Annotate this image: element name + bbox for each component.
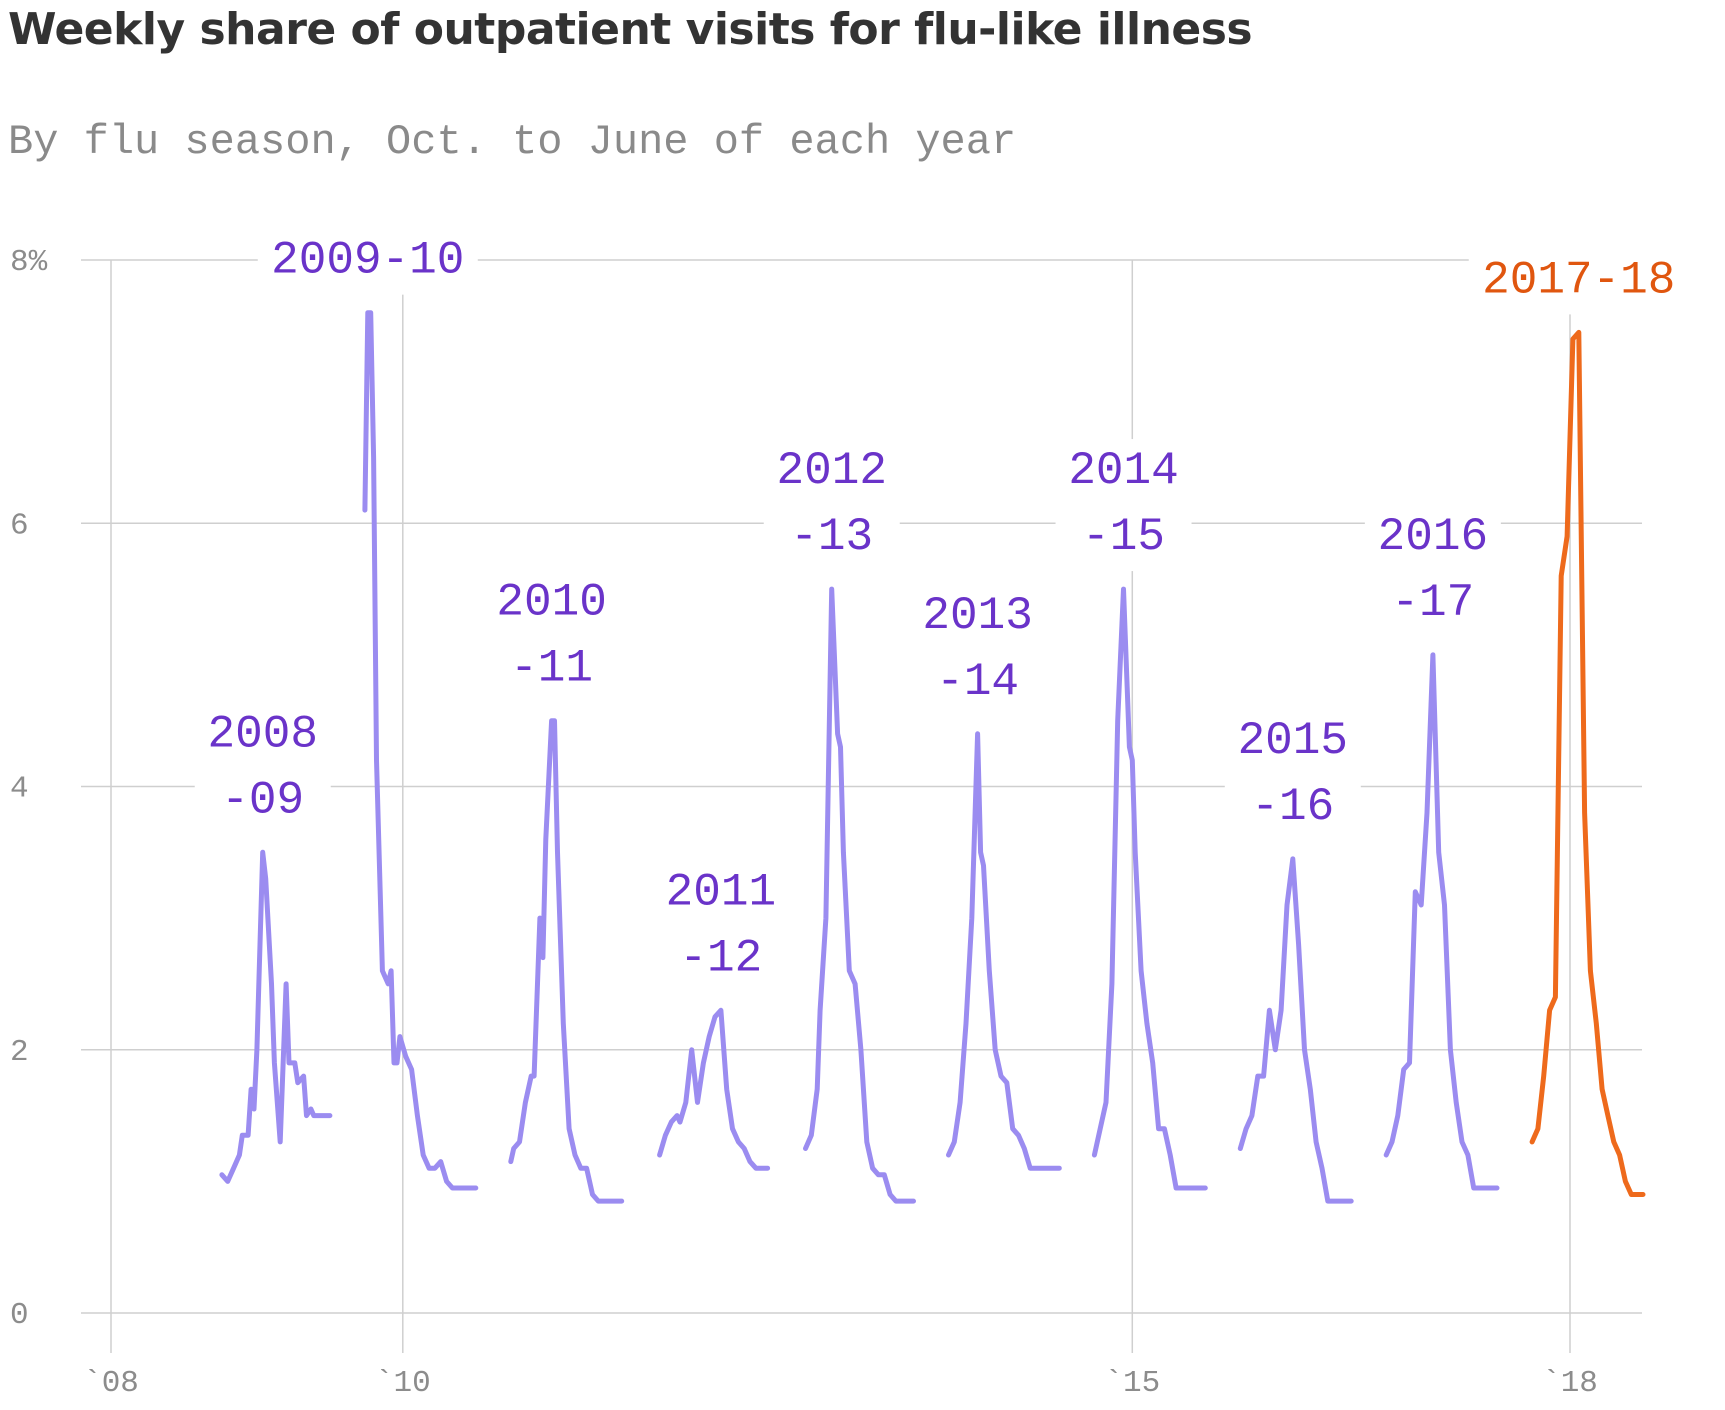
label-background — [1364, 504, 1501, 637]
season-labels: 2008-092009-102010-112011-122012-132013-… — [194, 228, 1689, 993]
series-lines — [219, 310, 1646, 1204]
series-line-2011-12 — [657, 1007, 771, 1171]
season-label-2011-12: -12 — [679, 932, 762, 984]
season-label-2008-09: 2008 — [208, 708, 318, 760]
y-tick-label: 0 — [10, 1298, 29, 1333]
season-label-2010-11: 2010 — [496, 577, 606, 629]
season-label-2008-09: -09 — [221, 774, 304, 826]
axes: 0 2 4 6 8% `08 `10 `15 `18 — [10, 245, 1598, 1401]
x-tick-label: `10 — [375, 1366, 431, 1401]
chart-title: Weekly share of outpatient visits for fl… — [8, 4, 1253, 55]
label-background — [763, 439, 900, 572]
y-tick-label: 2 — [10, 1035, 29, 1070]
series-line-2017-18 — [1529, 329, 1646, 1197]
chart-subtitle: By flu season, Oct. to June of each year — [8, 118, 1017, 166]
y-tick-label: 6 — [10, 508, 29, 543]
x-tick-label: `15 — [1104, 1366, 1160, 1401]
season-label-2012-13: 2012 — [777, 445, 887, 497]
y-tick-label: 8% — [10, 245, 48, 280]
season-label-2012-13: -13 — [790, 511, 873, 563]
series-line-2013-14 — [946, 731, 1062, 1171]
series-line-2012-13 — [803, 586, 916, 1204]
series-line-2009-10 — [362, 310, 479, 1191]
season-label-2014-15: 2014 — [1068, 445, 1178, 497]
label-background — [483, 570, 620, 703]
series-line-2014-15 — [1091, 586, 1208, 1191]
season-label-2016-17: 2016 — [1378, 511, 1488, 563]
x-tick-label: `18 — [1542, 1366, 1598, 1401]
season-label-2013-14: 2013 — [922, 590, 1032, 642]
x-tick-label: `08 — [83, 1366, 139, 1401]
season-label-2016-17: -17 — [1391, 577, 1474, 629]
season-label-2017-18: 2017-18 — [1482, 254, 1675, 306]
series-line-2015-16 — [1237, 856, 1354, 1204]
label-background — [1224, 708, 1361, 841]
label-background — [1468, 248, 1689, 315]
series-line-2008-09 — [219, 849, 333, 1184]
season-label-2015-16: -16 — [1251, 781, 1334, 833]
season-label-2010-11: -11 — [510, 643, 593, 695]
label-background — [1055, 439, 1192, 572]
season-label-2014-15: -15 — [1082, 511, 1165, 563]
season-label-2009-10: 2009-10 — [271, 235, 464, 287]
label-background — [652, 860, 789, 993]
series-line-2010-11 — [508, 718, 625, 1204]
season-label-2015-16: 2015 — [1238, 715, 1348, 767]
label-background — [909, 583, 1046, 716]
series-line-2016-17 — [1383, 652, 1500, 1191]
y-tick-label: 4 — [10, 772, 29, 807]
season-label-2013-14: -14 — [936, 656, 1019, 708]
label-background — [194, 702, 331, 835]
label-background — [257, 228, 478, 295]
season-label-2011-12: 2011 — [666, 866, 776, 918]
